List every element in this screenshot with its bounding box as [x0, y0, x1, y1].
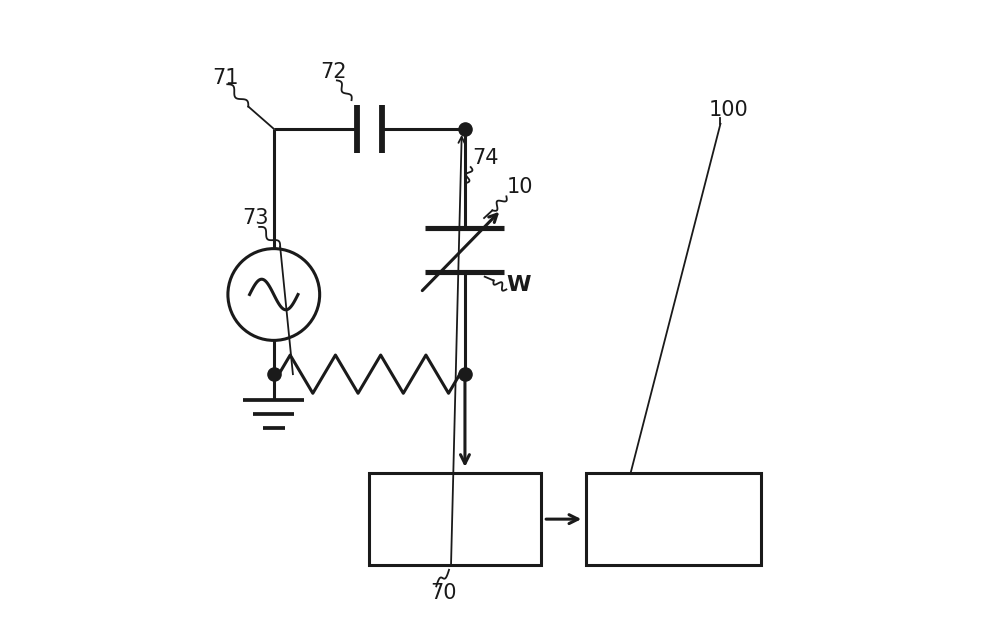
Text: 74: 74 — [472, 148, 498, 168]
Text: 72: 72 — [320, 62, 347, 82]
Bar — [586, 473, 761, 565]
Point — [266, 369, 282, 380]
Text: 10: 10 — [506, 177, 533, 196]
Text: 70: 70 — [430, 583, 456, 603]
Text: 整流电路: 整流电路 — [415, 502, 495, 536]
Bar — [369, 473, 541, 565]
Text: 控制装置: 控制装置 — [634, 502, 714, 536]
Text: 100: 100 — [709, 100, 749, 120]
Text: 71: 71 — [212, 68, 238, 88]
Text: W: W — [506, 275, 531, 295]
Text: 73: 73 — [242, 209, 268, 228]
Point — [457, 369, 473, 380]
Point — [457, 124, 473, 134]
